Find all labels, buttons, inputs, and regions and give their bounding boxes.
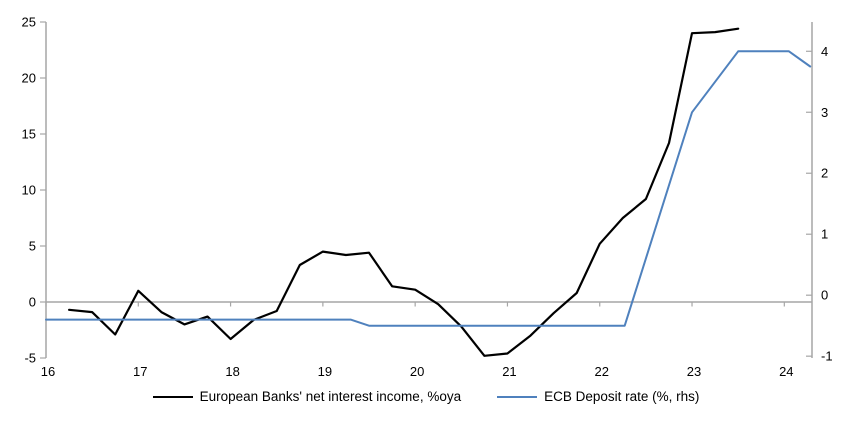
legend-line-sample-blue [497,396,538,398]
right-axis-tick-label: 2 [821,166,828,181]
right-axis-tick-label: 0 [821,288,828,303]
x-axis-tick-label: 21 [502,364,516,379]
x-axis: 16 17 18 19 20 21 22 23 24 [41,302,794,379]
legend-item-ecb-deposit-rate: ECB Deposit rate (%, rhs) [497,389,699,405]
chart-legend: European Banks' net interest income, %oy… [0,389,852,405]
legend-line-sample-black [152,396,193,398]
left-axis-tick-label: 0 [29,295,36,310]
left-axis-tick-label: -5 [24,351,36,366]
right-axis: -1 0 1 2 3 4 [806,22,833,364]
left-axis-tick-label: 15 [22,127,36,142]
left-axis-tick-label: 20 [22,71,36,86]
right-axis-tick-label: 3 [821,105,828,120]
right-axis-tick-label: -1 [821,349,833,364]
x-axis-tick-label: 17 [133,364,147,379]
series-line-1 [45,50,812,327]
left-axis: -5 0 5 10 15 20 25 [22,15,47,366]
x-axis-tick-label: 23 [687,364,701,379]
x-axis-tick-label: 19 [318,364,332,379]
x-axis-tick-label: 24 [779,364,793,379]
left-axis-tick-label: 25 [22,15,36,30]
left-axis-tick-label: 10 [22,183,36,198]
x-axis-tick-label: 20 [410,364,424,379]
left-axis-tick-label: 5 [29,239,36,254]
right-axis-tick-label: 4 [821,44,828,59]
legend-label-net-interest-income: European Banks' net interest income, %oy… [199,389,462,404]
x-axis-tick-label: 16 [41,364,55,379]
legend-item-net-interest-income: European Banks' net interest income, %oy… [152,389,462,405]
x-axis-tick-label: 22 [595,364,609,379]
series-lines [45,27,812,357]
legend-label-ecb-deposit-rate: ECB Deposit rate (%, rhs) [544,389,700,404]
right-axis-tick-label: 1 [821,227,828,242]
series-line-0 [67,27,740,357]
x-axis-tick-label: 18 [225,364,239,379]
